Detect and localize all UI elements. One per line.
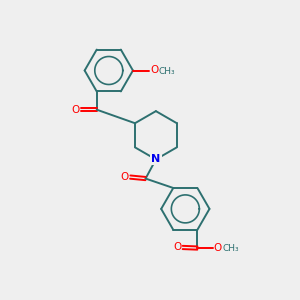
Text: N: N <box>151 154 160 164</box>
Text: O: O <box>72 105 80 115</box>
Text: CH₃: CH₃ <box>222 244 239 253</box>
Text: O: O <box>121 172 129 182</box>
Text: O: O <box>214 243 222 253</box>
Text: O: O <box>150 65 158 76</box>
Text: O: O <box>173 242 181 253</box>
Text: CH₃: CH₃ <box>158 67 175 76</box>
